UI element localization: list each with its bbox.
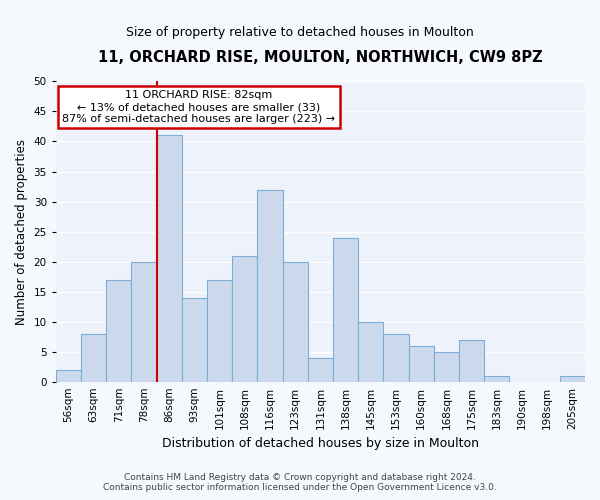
Bar <box>358 322 383 382</box>
Bar <box>182 298 207 382</box>
Y-axis label: Number of detached properties: Number of detached properties <box>15 138 28 324</box>
Bar <box>409 346 434 382</box>
Bar <box>106 280 131 382</box>
Text: Contains HM Land Registry data © Crown copyright and database right 2024.
Contai: Contains HM Land Registry data © Crown c… <box>103 473 497 492</box>
Bar <box>207 280 232 382</box>
Bar <box>157 136 182 382</box>
Bar <box>81 334 106 382</box>
Bar <box>308 358 333 382</box>
Bar <box>383 334 409 382</box>
Bar <box>257 190 283 382</box>
Bar <box>283 262 308 382</box>
Text: 11 ORCHARD RISE: 82sqm
← 13% of detached houses are smaller (33)
87% of semi-det: 11 ORCHARD RISE: 82sqm ← 13% of detached… <box>62 90 335 124</box>
Title: 11, ORCHARD RISE, MOULTON, NORTHWICH, CW9 8PZ: 11, ORCHARD RISE, MOULTON, NORTHWICH, CW… <box>98 50 543 65</box>
Bar <box>459 340 484 382</box>
X-axis label: Distribution of detached houses by size in Moulton: Distribution of detached houses by size … <box>162 437 479 450</box>
Text: Size of property relative to detached houses in Moulton: Size of property relative to detached ho… <box>126 26 474 39</box>
Bar <box>56 370 81 382</box>
Bar <box>434 352 459 382</box>
Bar <box>232 256 257 382</box>
Bar <box>560 376 585 382</box>
Bar <box>484 376 509 382</box>
Bar <box>131 262 157 382</box>
Bar <box>333 238 358 382</box>
